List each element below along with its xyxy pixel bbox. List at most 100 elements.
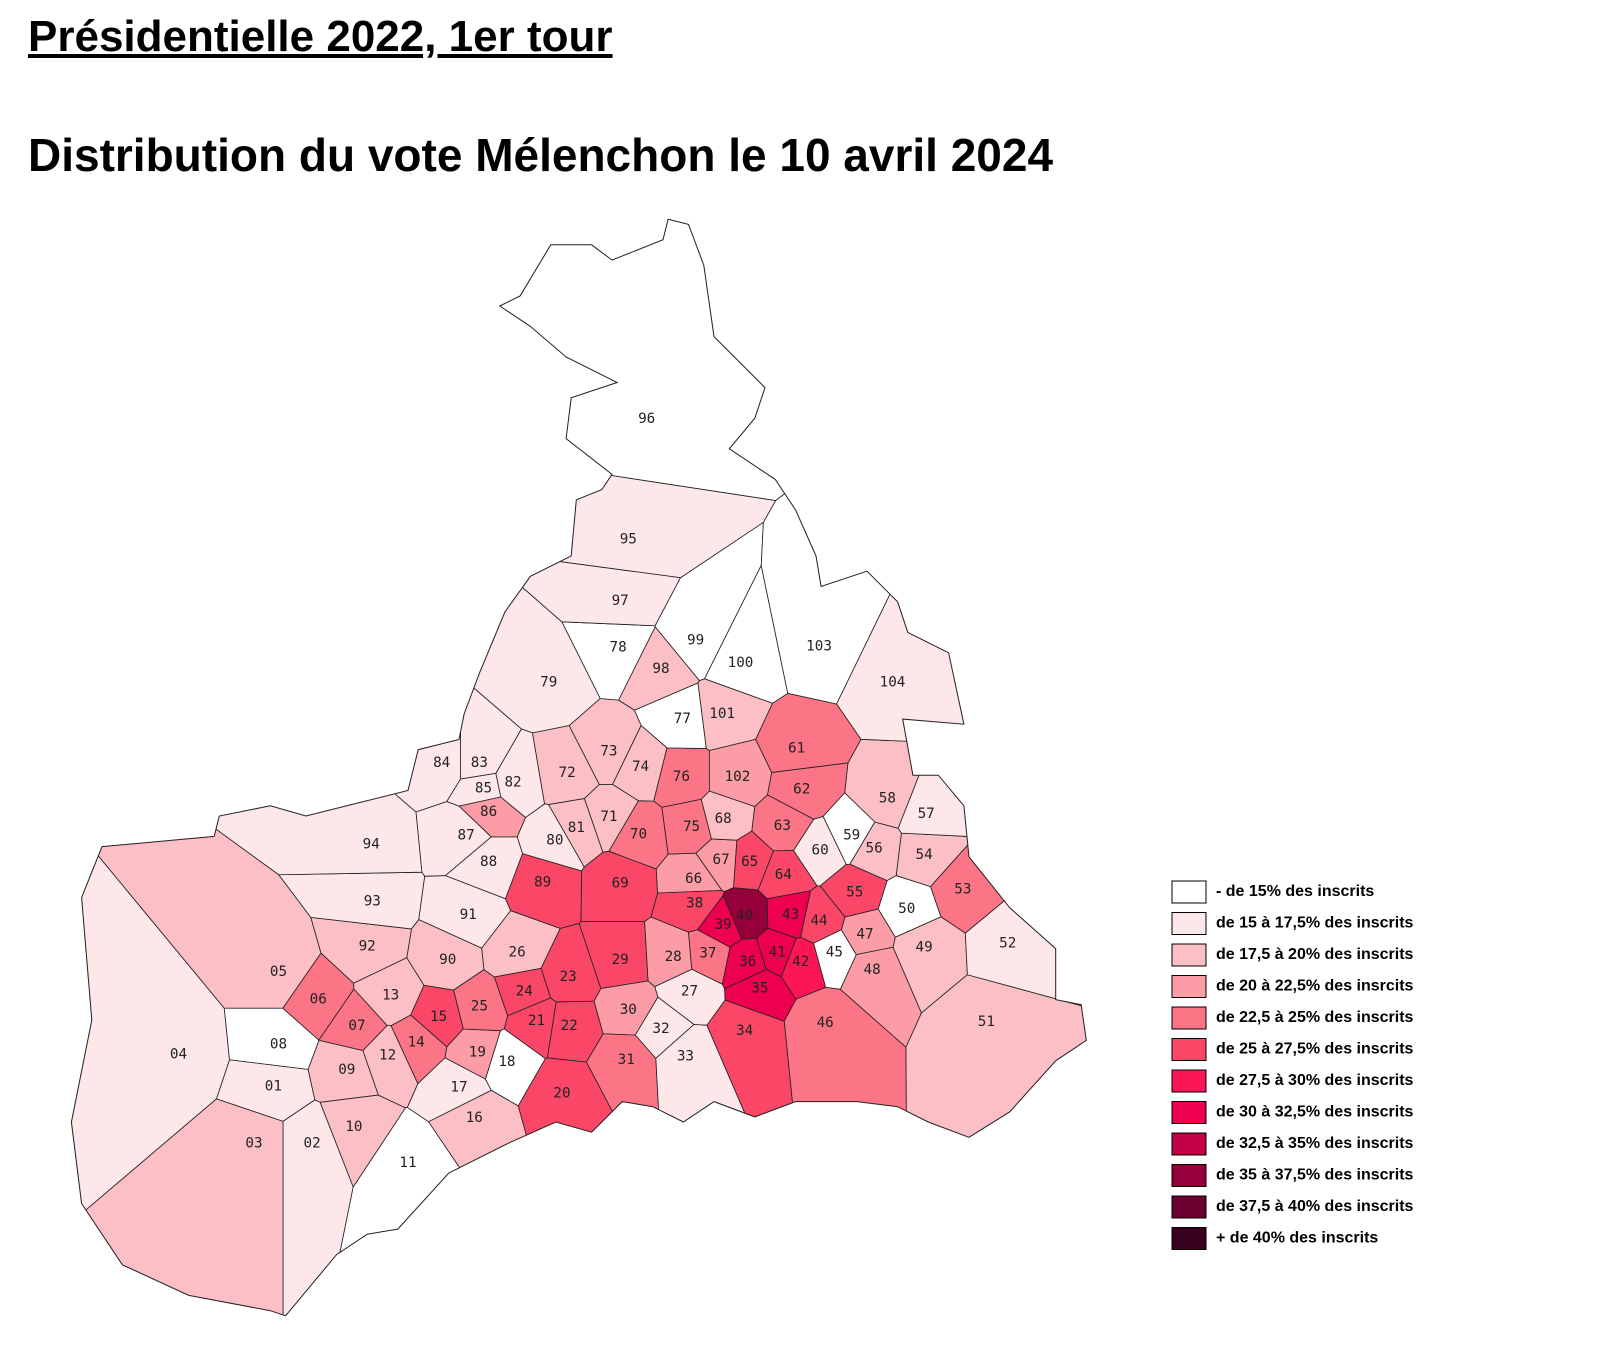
region-label: 19 [469, 1045, 486, 1061]
region-label: 22 [561, 1018, 578, 1034]
region-label: 89 [534, 874, 551, 890]
region-label: 05 [270, 964, 287, 980]
region-label: 91 [460, 907, 477, 923]
region-label: 87 [458, 827, 475, 843]
region-label: 95 [620, 532, 637, 548]
title: Présidentielle 2022, 1er tour [28, 12, 613, 61]
region-label: 62 [793, 781, 810, 797]
region-label: 31 [618, 1052, 635, 1068]
region-label: 70 [630, 826, 647, 842]
region-label: 52 [999, 936, 1016, 952]
region [905, 974, 1087, 1316]
region-label: 13 [382, 988, 399, 1004]
region-label: 71 [600, 809, 617, 825]
legend-label: de 17,5 à 20% des inscrits [1216, 946, 1414, 963]
region-label: 57 [918, 806, 935, 822]
map-area: 01 02 03 04 05 06 07 08 09 10 11 12 13 14 15 16 17 18 19 20… [70, 218, 1087, 1317]
legend-label: de 22,5 à 25% des inscrits [1216, 1009, 1414, 1026]
region-label: 04 [170, 1047, 187, 1063]
region-label: 85 [475, 780, 492, 796]
region-label: 35 [751, 980, 768, 996]
legend-swatch [1171, 1164, 1207, 1187]
region-label: 98 [652, 661, 669, 677]
region-label: 11 [399, 1155, 416, 1171]
region-label: 09 [338, 1062, 355, 1078]
region-label: 21 [528, 1013, 545, 1029]
region [505, 853, 583, 929]
region-label: 55 [846, 885, 863, 901]
region-label: 33 [677, 1049, 694, 1065]
region-label: 43 [782, 907, 799, 923]
region-label: 16 [466, 1110, 483, 1126]
legend-swatch [1171, 1195, 1207, 1219]
region-label: 90 [439, 952, 456, 968]
legend-label: de 27,5 à 30% des inscrits [1216, 1072, 1414, 1089]
legend-swatch [1171, 975, 1207, 998]
region-label: 26 [509, 945, 526, 961]
legend-label: - de 15% des inscrits [1216, 883, 1374, 900]
region [709, 738, 773, 807]
legend-swatch [1171, 912, 1207, 935]
region-label: 42 [792, 954, 809, 970]
region-label: 78 [610, 640, 627, 656]
region-label: 38 [686, 896, 703, 912]
region-label: 18 [498, 1054, 515, 1070]
regions [71, 219, 1087, 1316]
region-label: 59 [843, 827, 860, 843]
region-label: 49 [916, 940, 933, 956]
region-label: 68 [715, 811, 732, 827]
region-label: 45 [826, 945, 843, 961]
region [427, 1089, 590, 1316]
region-label: 77 [674, 711, 691, 727]
region-label: 92 [359, 939, 376, 955]
region-label: 79 [540, 674, 557, 690]
region-label: 27 [681, 983, 698, 999]
region-label: 54 [916, 847, 933, 863]
region [836, 220, 1087, 743]
region-label: 14 [408, 1034, 425, 1050]
region-label: 72 [559, 765, 576, 781]
region-label: 32 [652, 1021, 669, 1037]
region [547, 798, 604, 868]
region-label: 88 [480, 854, 497, 870]
region-label: 37 [699, 946, 716, 962]
region-label: 82 [504, 774, 521, 790]
legend-swatch [1171, 1006, 1207, 1030]
region-label: 65 [741, 854, 758, 870]
region-label: 10 [345, 1119, 362, 1135]
region-label: 34 [736, 1023, 753, 1039]
region-label: 03 [245, 1135, 262, 1151]
region [783, 986, 909, 1316]
region-label: 81 [568, 820, 585, 836]
legend-swatch [1171, 880, 1207, 904]
territory-outline [70, 218, 1087, 1317]
region-label: 41 [769, 945, 786, 961]
region-label: 23 [560, 969, 577, 985]
region-label: 48 [864, 962, 881, 978]
region [71, 265, 461, 813]
region-label: 86 [480, 804, 497, 820]
legend-swatch [1171, 1069, 1207, 1093]
legend-swatch [1171, 1227, 1207, 1250]
region-label: 08 [270, 1036, 287, 1052]
region-label: 74 [632, 759, 649, 775]
region-label: 75 [683, 819, 700, 835]
legend-label: + de 40% des inscrits [1216, 1230, 1378, 1247]
region-label: 15 [430, 1009, 447, 1025]
region [444, 1028, 501, 1080]
region-label: 50 [898, 901, 915, 917]
region-label: 58 [879, 791, 896, 807]
legend-swatch [1171, 1038, 1207, 1061]
region [71, 452, 423, 876]
legend-label: de 32,5 à 35% des inscrits [1216, 1135, 1414, 1152]
region-label: 40 [736, 908, 753, 924]
region-label: 61 [788, 741, 805, 757]
region-label: 56 [866, 841, 883, 857]
region-label: 12 [379, 1048, 396, 1064]
region [71, 219, 1087, 501]
region-label: 06 [310, 992, 327, 1008]
region-label: 36 [739, 954, 756, 970]
region-label: 30 [620, 1002, 637, 1018]
